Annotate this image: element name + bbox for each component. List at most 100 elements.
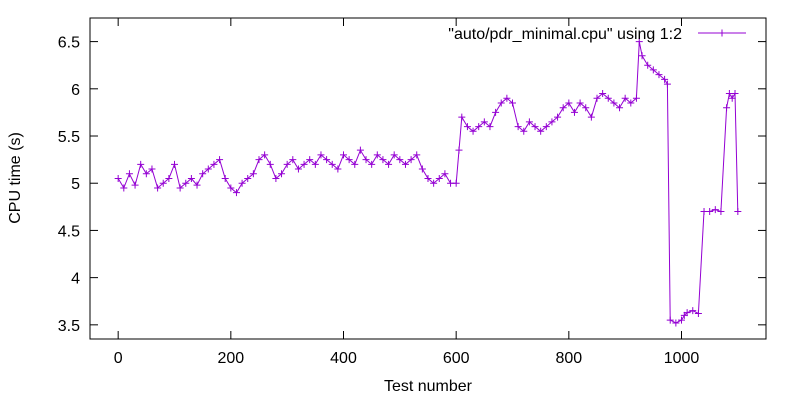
data-point bbox=[666, 316, 674, 324]
data-point bbox=[661, 75, 669, 83]
data-point bbox=[120, 184, 128, 192]
x-axis: 0 200 400 600 800 1000 bbox=[114, 18, 700, 367]
data-point bbox=[385, 160, 393, 168]
data-point bbox=[706, 208, 714, 216]
data-point bbox=[294, 165, 302, 173]
data-point bbox=[672, 319, 680, 327]
y-tick-label: 6.5 bbox=[58, 35, 80, 52]
data-point bbox=[655, 71, 663, 79]
data-point bbox=[616, 104, 624, 112]
data-point bbox=[368, 160, 376, 168]
data-point bbox=[379, 156, 387, 164]
y-tick-label: 5 bbox=[71, 176, 80, 193]
data-point bbox=[587, 113, 595, 121]
data-point bbox=[373, 151, 381, 159]
data-point bbox=[621, 94, 629, 102]
data-point bbox=[182, 179, 190, 187]
series-line bbox=[117, 41, 739, 324]
data-point bbox=[165, 175, 173, 182]
data-point bbox=[525, 118, 533, 126]
data-point bbox=[514, 123, 522, 131]
data-point bbox=[306, 156, 314, 164]
data-point bbox=[137, 160, 145, 168]
data-point bbox=[249, 170, 257, 178]
data-point bbox=[463, 123, 471, 131]
y-axis: 3.5 4 4.5 5 5.5 6 6.5 bbox=[58, 35, 766, 335]
data-point bbox=[593, 94, 601, 102]
data-point bbox=[734, 208, 742, 216]
data-point bbox=[565, 99, 573, 107]
data-point bbox=[317, 151, 325, 159]
data-point bbox=[311, 160, 319, 168]
data-point bbox=[283, 160, 291, 168]
legend: "auto/pdr_minimal.cpu" using 1:2 bbox=[448, 26, 746, 43]
data-point bbox=[125, 170, 133, 178]
legend-marker bbox=[718, 29, 726, 37]
data-point bbox=[328, 160, 336, 168]
data-point bbox=[323, 156, 331, 164]
data-point bbox=[678, 316, 685, 324]
data-point bbox=[114, 175, 122, 182]
data-point bbox=[430, 179, 438, 187]
data-point bbox=[266, 160, 274, 168]
data-point bbox=[610, 99, 618, 107]
data-point bbox=[635, 38, 643, 46]
x-tick-label: 1000 bbox=[664, 350, 700, 367]
data-point bbox=[413, 151, 421, 159]
data-point bbox=[683, 309, 691, 317]
data-point bbox=[187, 175, 195, 182]
y-tick-label: 5.5 bbox=[58, 129, 80, 146]
x-tick-label: 400 bbox=[330, 350, 357, 367]
data-point bbox=[503, 94, 511, 102]
data-point bbox=[227, 184, 235, 192]
x-tick-label: 200 bbox=[217, 350, 244, 367]
y-tick-label: 3.5 bbox=[58, 318, 80, 335]
data-point bbox=[486, 123, 494, 131]
data-point bbox=[278, 170, 286, 178]
data-point bbox=[492, 108, 500, 116]
y-tick-label: 6 bbox=[71, 82, 80, 99]
data-point bbox=[632, 94, 640, 102]
data-point bbox=[469, 127, 477, 135]
y-axis-label: CPU time (s) bbox=[7, 132, 24, 224]
data-point bbox=[554, 113, 562, 121]
data-point bbox=[717, 208, 725, 216]
data-point bbox=[255, 156, 263, 164]
data-point bbox=[452, 179, 460, 187]
x-tick-label: 0 bbox=[114, 350, 123, 367]
data-point bbox=[694, 310, 702, 318]
data-point bbox=[638, 52, 646, 60]
data-point bbox=[731, 90, 739, 98]
data-point bbox=[401, 160, 409, 168]
x-axis-label: Test number bbox=[384, 378, 473, 395]
data-point bbox=[407, 156, 415, 164]
data-point bbox=[176, 184, 184, 192]
series-layer bbox=[114, 38, 742, 327]
data-point bbox=[193, 181, 201, 189]
data-point bbox=[644, 61, 652, 69]
data-point bbox=[300, 160, 308, 168]
data-point bbox=[728, 94, 736, 102]
data-point bbox=[723, 104, 731, 112]
data-point bbox=[455, 146, 463, 154]
data-point bbox=[154, 184, 162, 192]
data-point bbox=[272, 175, 280, 182]
data-point bbox=[334, 165, 342, 173]
data-point bbox=[570, 108, 578, 116]
plot-frame bbox=[89, 17, 767, 340]
data-point bbox=[531, 123, 539, 131]
data-point bbox=[576, 99, 584, 107]
y-tick-label: 4.5 bbox=[58, 223, 80, 240]
data-point bbox=[441, 170, 449, 178]
data-point bbox=[345, 156, 353, 164]
data-point bbox=[663, 80, 671, 88]
data-point bbox=[261, 151, 269, 159]
data-point bbox=[244, 175, 252, 182]
data-point bbox=[232, 189, 240, 197]
data-point bbox=[520, 127, 528, 135]
data-point bbox=[497, 99, 505, 107]
data-point bbox=[362, 156, 370, 164]
legend-label: "auto/pdr_minimal.cpu" using 1:2 bbox=[448, 26, 682, 43]
data-point bbox=[689, 307, 697, 315]
